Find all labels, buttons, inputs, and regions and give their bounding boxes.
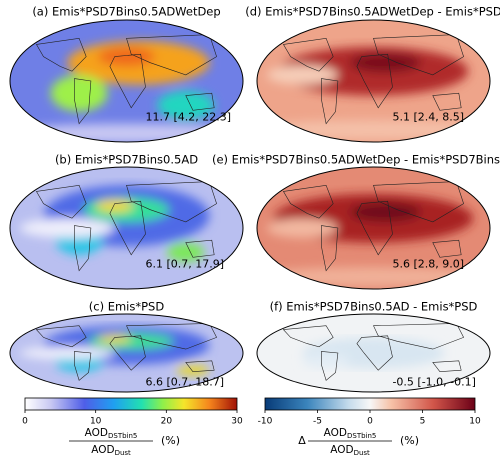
field-blob [266, 218, 338, 238]
panel-title: (b) Emis*PSD7Bins0.5AD [55, 153, 198, 167]
coastline [282, 184, 334, 219]
panel-title: (c) Emis*PSD [89, 300, 165, 314]
field-blob [50, 74, 108, 112]
coastline [74, 351, 92, 381]
colorbar [24, 397, 238, 411]
colorbar-tick-label: 20 [161, 417, 173, 427]
coastline [109, 200, 146, 256]
colorbar-tick-label: 10 [90, 417, 102, 427]
coastline [321, 351, 339, 381]
map-field [302, 337, 445, 369]
coastline [109, 53, 146, 109]
panel-annotation: 6.6 [0.7, 18.7] [145, 376, 224, 389]
coastline [321, 78, 339, 125]
colorbar-tick-label: 5 [420, 417, 426, 427]
field-blob [98, 335, 132, 343]
map-border [256, 313, 491, 393]
field-blob [176, 364, 210, 376]
map [10, 167, 243, 289]
field-blob [157, 90, 215, 121]
panel-title: (e) Emis*PSD7Bins0.5ADWetDep - Emis*PSD7… [212, 153, 500, 167]
coastline [185, 239, 215, 258]
colorbar-tick-label: 10 [469, 417, 481, 427]
map-border [9, 313, 244, 393]
numerator-sub: DSTbin5 [108, 432, 137, 440]
coastline [185, 92, 215, 111]
numerator-sub: DSTbin5 [347, 432, 376, 440]
field-blob [10, 123, 243, 142]
colorbar-tick-label: -10 [258, 417, 273, 427]
field-blob [349, 52, 421, 73]
field-blob [266, 65, 338, 85]
colorbar-tick-label: 0 [367, 417, 373, 427]
field-blob [98, 46, 155, 67]
map [257, 314, 490, 392]
coastline [109, 335, 146, 371]
panel-annotation: 11.7 [4.2, 22.3] [145, 111, 231, 124]
coastline [432, 239, 462, 258]
coastline [356, 200, 393, 256]
denominator-main: AOD [330, 444, 353, 456]
colorbar [264, 397, 476, 411]
map-border [256, 166, 491, 290]
label-numerator: AODDSTbin5 [324, 427, 377, 440]
denominator-sub: Dust [354, 449, 370, 457]
field-blob [19, 218, 115, 238]
coastline [74, 78, 92, 125]
numerator-main: AOD [324, 427, 347, 439]
field-blob [349, 202, 421, 222]
coastline [35, 184, 87, 219]
label-numerator: AODDSTbin5 [85, 427, 138, 440]
panel-title: (d) Emis*PSD7Bins0.5ADWetDep - Emis*PSD [245, 5, 500, 19]
panel-annotation: 6.1 [0.7, 17.9] [145, 258, 224, 271]
panel-annotation: 5.1 [2.4, 8.5] [392, 111, 464, 124]
coastline [432, 360, 462, 373]
colorbar-tick-label: 0 [22, 417, 28, 427]
map-border [256, 19, 491, 143]
panel-title: (f) Emis*PSD7Bins0.5AD - Emis*PSD [270, 300, 478, 314]
denominator-main: AOD [91, 444, 114, 456]
panel-title: (a) Emis*PSD7Bins0.5ADWetDep [32, 5, 220, 19]
panel-annotation: 5.6 [2.8, 9.0] [392, 258, 464, 271]
coastline [356, 53, 393, 109]
label-unit: (%) [400, 434, 419, 447]
coastline [321, 225, 339, 272]
map-border [9, 19, 244, 143]
panel-annotation: -0.5 [-1.0, -0.1] [392, 376, 475, 389]
label-prefix: Δ [298, 434, 306, 447]
coastline [432, 92, 462, 111]
map-border [9, 166, 244, 290]
map [10, 314, 243, 392]
denominator-sub: Dust [115, 449, 131, 457]
coastline [282, 325, 334, 348]
colorbar-tick-label: -5 [313, 417, 322, 427]
field-blob [302, 353, 350, 369]
numerator-main: AOD [85, 427, 108, 439]
label-denominator: AODDust [330, 444, 370, 457]
coastline [74, 225, 92, 272]
coastline [282, 37, 334, 72]
map [257, 20, 490, 142]
coastline [35, 325, 87, 348]
field-blob [95, 199, 134, 213]
field-blob [19, 346, 115, 360]
label-denominator: AODDust [91, 444, 131, 457]
colorbar-tick-label: 30 [231, 417, 243, 427]
coastline [356, 335, 393, 371]
label-unit: (%) [161, 434, 180, 447]
coastline [185, 360, 215, 373]
coastline [35, 37, 87, 72]
